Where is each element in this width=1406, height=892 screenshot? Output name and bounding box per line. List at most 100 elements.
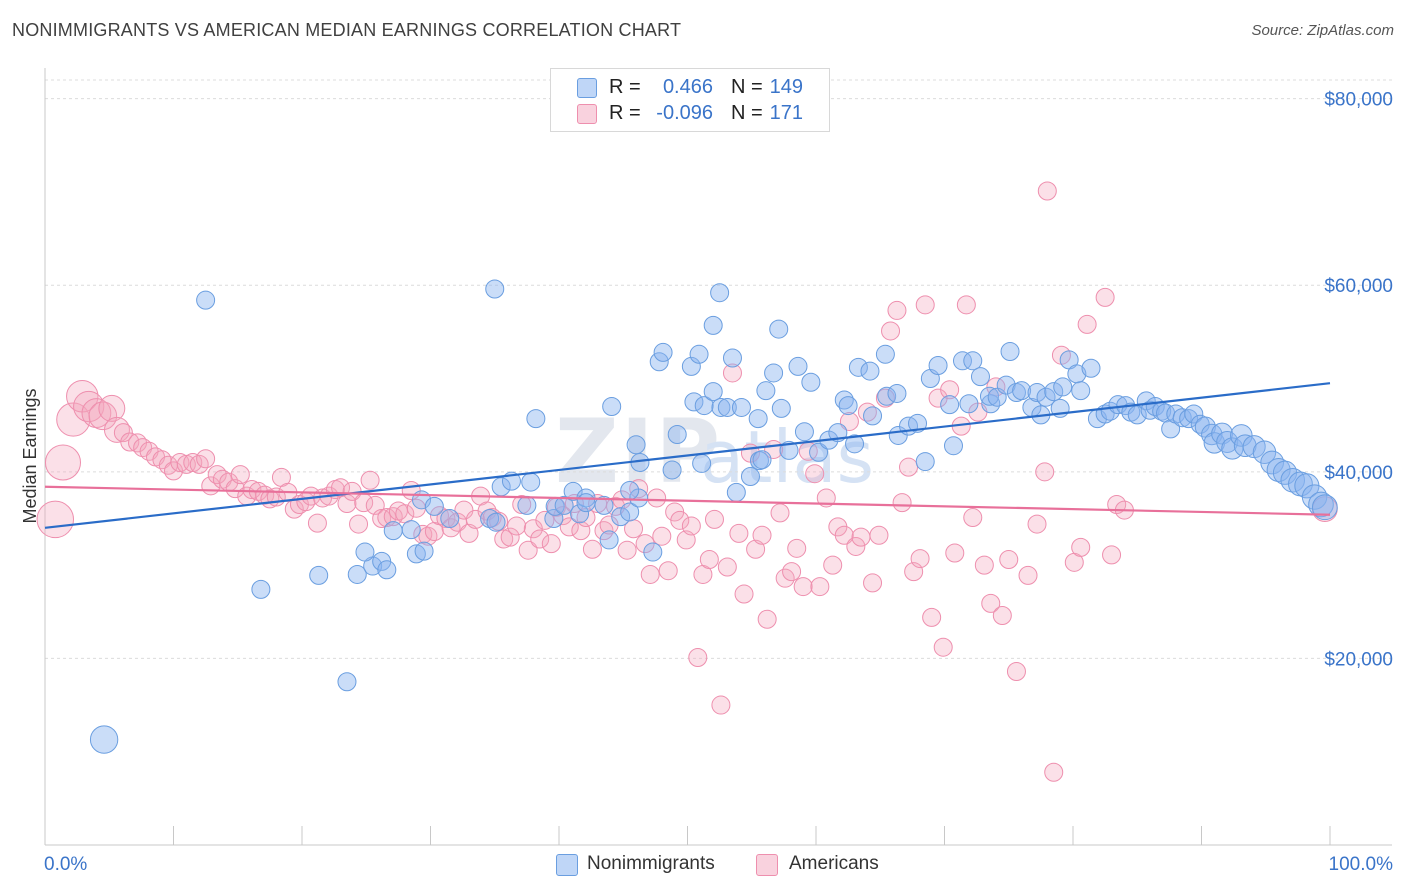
nonimmigrant-point	[89, 725, 119, 754]
nonimmigrant-point	[667, 425, 687, 445]
american-point	[383, 507, 403, 527]
american-point	[757, 609, 777, 629]
nonimmigrant-point	[1053, 377, 1073, 397]
american-point	[1071, 537, 1091, 557]
american-point	[717, 557, 737, 577]
american-point	[770, 503, 790, 523]
american-point	[1035, 462, 1055, 482]
nonimmigrant-point	[424, 496, 444, 516]
nonimmigrant-point	[1071, 381, 1091, 401]
nonimmigrant-point	[684, 392, 704, 412]
american-point	[892, 493, 912, 513]
legend-r-value: -0.096	[656, 102, 713, 124]
nonimmigrant-point	[689, 344, 709, 364]
american-point	[307, 513, 327, 533]
nonimmigrant-point	[406, 544, 426, 564]
american-point	[746, 539, 766, 559]
nonimmigrant-point	[809, 442, 829, 462]
american-point	[881, 321, 901, 341]
american-point	[1027, 514, 1047, 534]
nonimmigrant-point	[860, 361, 880, 381]
american-point	[846, 536, 866, 556]
nonimmigrant-point	[602, 397, 622, 417]
nonimmigrant-point	[1081, 358, 1101, 378]
nonimmigrant-point	[928, 355, 948, 375]
american-point	[805, 464, 825, 484]
american-point	[183, 453, 203, 472]
nonimmigrant-point	[794, 422, 814, 442]
american-point	[1077, 314, 1097, 334]
nonimmigrant-point	[1036, 387, 1056, 407]
american-point	[1037, 181, 1057, 201]
nonimmigrant-point	[662, 460, 682, 480]
american-point	[851, 527, 871, 547]
nonimmigrant-point	[979, 386, 999, 406]
nonimmigrant-point	[576, 493, 596, 513]
american-point	[635, 534, 655, 554]
nonimmigrant-point	[620, 480, 640, 500]
nonimmigrant-point	[887, 383, 907, 403]
american-point	[196, 449, 216, 469]
nonimmigrant-point	[1280, 467, 1306, 493]
nonimmigrant-point	[694, 396, 714, 416]
nonimmigrant-point	[337, 672, 357, 692]
american-point	[887, 300, 907, 320]
american-point	[647, 488, 667, 508]
american-point	[541, 534, 561, 554]
american-point	[922, 607, 942, 627]
american-point	[518, 540, 538, 560]
nonimmigrant-point	[649, 352, 669, 372]
american-point	[863, 573, 883, 593]
american-point	[98, 394, 126, 422]
american-point	[530, 529, 550, 549]
american-point	[999, 550, 1019, 570]
american-point	[582, 539, 602, 559]
nonimmigrant-point	[752, 450, 772, 470]
american-point	[349, 514, 369, 534]
chart-title: NONIMMIGRANTS VS AMERICAN MEDIAN EARNING…	[12, 20, 682, 40]
nonimmigrant-point	[196, 290, 216, 310]
american-point	[372, 508, 392, 528]
american-point	[1006, 661, 1026, 681]
american-point	[810, 577, 830, 597]
bottom-legend-label: Nonimmigrants	[587, 853, 715, 874]
american-point	[36, 500, 75, 539]
legend-swatch-blue	[577, 78, 597, 98]
american-point	[494, 529, 514, 549]
american-point	[699, 550, 719, 570]
american-point	[787, 538, 807, 558]
american-point	[507, 516, 527, 536]
nonimmigrant-point	[959, 394, 979, 414]
american-point	[910, 549, 930, 569]
nonimmigrant-point	[347, 564, 367, 584]
nonimmigrant-point	[710, 283, 730, 303]
nonimmigrant-point	[726, 482, 746, 502]
nonimmigrant-point	[764, 363, 784, 383]
nonimmigrant-point	[779, 440, 799, 460]
american-point	[1095, 287, 1115, 307]
legend-n-label: N =	[731, 76, 763, 98]
american-point	[242, 480, 262, 500]
nonimmigrant-point	[1027, 383, 1047, 403]
nonimmigrant-point	[251, 579, 271, 599]
nonimmigrant-point	[1311, 494, 1338, 521]
american-point	[857, 402, 877, 422]
nonimmigrant-point	[309, 565, 329, 585]
nonimmigrant-point	[748, 409, 768, 429]
american-point	[782, 562, 802, 582]
nonimmigrant-point	[963, 351, 983, 371]
american-point	[945, 543, 965, 563]
nonimmigrant-point	[485, 279, 505, 299]
american-point	[113, 423, 133, 443]
american-point	[793, 577, 813, 597]
nonimmigrant-point	[703, 382, 723, 402]
american-point	[915, 295, 935, 315]
legend-n-value: 171	[769, 102, 803, 124]
nonimmigrants-trend-line	[44, 382, 1331, 529]
y-tick-label: $20,000	[1324, 649, 1393, 670]
nonimmigrant-point	[769, 319, 789, 339]
american-point	[88, 401, 118, 431]
nonimmigrant-point	[740, 466, 760, 486]
bottom-legend-swatch-blue	[556, 854, 578, 876]
